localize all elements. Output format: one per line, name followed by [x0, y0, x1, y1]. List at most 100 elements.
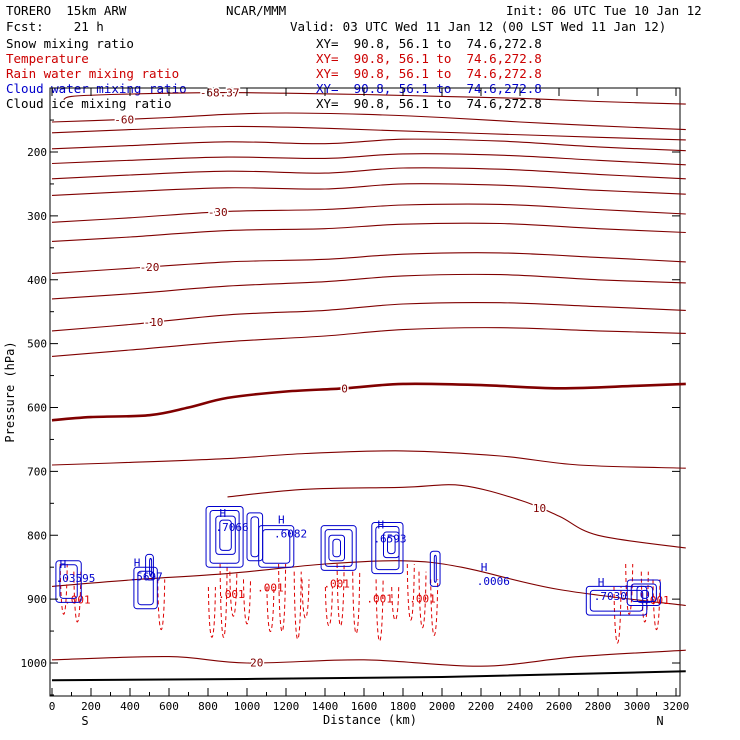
x-tick-label: 2400 [507, 700, 534, 713]
init-time: Init: 06 UTC Tue 10 Jan 12 [506, 3, 702, 18]
cloud-water-contour [371, 521, 404, 575]
rain-contour [430, 579, 439, 636]
rain-contour [352, 571, 361, 634]
cloud-water-contour [332, 538, 341, 558]
rain-contour [418, 571, 427, 628]
rain-contour [324, 586, 333, 626]
legend-snow-xy: XY= 90.8, 56.1 to 74.6,272.8 [316, 36, 542, 51]
x-tick-label: 1600 [351, 700, 378, 713]
cloud-water-max-marker: H [60, 558, 67, 571]
y-tick-label: 200 [27, 146, 47, 159]
rain-contour [652, 579, 661, 631]
temperature-contour [51, 273, 686, 300]
rain-contour [613, 586, 622, 644]
temperature-contour [51, 153, 686, 166]
plot-frame [49, 87, 681, 697]
cloud-water-contour [149, 557, 153, 577]
x-tick-label: 2200 [468, 700, 495, 713]
cloud-water-contour [258, 525, 295, 568]
temperature-contour [63, 92, 686, 105]
valid-time: Valid: 03 UTC Wed 11 Jan 12 (00 LST Wed … [290, 19, 667, 34]
cloud-water-max-label: .7066 [216, 521, 249, 534]
cloud-water-max-label: .5697 [130, 571, 163, 584]
rain-contour [406, 563, 415, 621]
cloud-water-contour [219, 519, 232, 551]
cloud-water-contour [387, 535, 396, 555]
cloud-water-contour [636, 585, 654, 603]
temperature-contour [51, 450, 686, 469]
cloud-water-max-marker: H [220, 507, 227, 520]
rain-contour [229, 571, 238, 617]
temperature-contour [51, 252, 686, 274]
x-tick-label: 0 [49, 700, 56, 713]
legend-cloud-ice-xy: XY= 90.8, 56.1 to 74.6,272.8 [316, 96, 542, 111]
cloud-water-contour [145, 553, 154, 581]
y-tick-label: 300 [27, 210, 47, 223]
x-tick-label: 1200 [273, 700, 300, 713]
rain-label: .001 [366, 592, 393, 605]
legend-cloud-ice: Cloud ice mixing ratio [6, 96, 172, 111]
cloud-water-contour [320, 525, 357, 571]
cloud-water-contour [209, 510, 240, 564]
cloud-water-max-label: .7030 [594, 590, 627, 603]
x-tick-label: 3200 [663, 700, 690, 713]
y-tick-label: 500 [27, 338, 47, 351]
cloud-water-max-marker: H [481, 561, 488, 574]
temperature-contour [227, 484, 686, 549]
rain-contour [375, 579, 384, 642]
temperature-contour-label: 10 [533, 502, 546, 515]
forecast-hour: Fcst: 21 h [6, 19, 104, 34]
cloud-water-contour [324, 529, 353, 567]
temperature-contour-label: 0 [341, 382, 348, 395]
temperature-contour [51, 327, 686, 357]
temperature-contour [51, 138, 686, 152]
rain-contour [336, 563, 345, 627]
y-tick-label: 700 [27, 465, 47, 478]
rain-contour [207, 586, 216, 638]
cloud-water-contour [59, 564, 78, 599]
legend-snow: Snow mixing ratio [6, 36, 134, 51]
cloud-water-max-marker: H [598, 576, 605, 589]
cloud-water-contour [262, 529, 291, 564]
cloud-water-contour [626, 579, 661, 607]
temperature-contour-label: -20 [140, 261, 160, 274]
temperature-contour [51, 203, 686, 223]
legend-rain: Rain water mixing ratio [6, 66, 180, 81]
legend-rain-xy: XY= 90.8, 56.1 to 74.6,272.8 [316, 66, 542, 81]
x-tick-label: 200 [81, 700, 101, 713]
y-tick-label: 900 [27, 593, 47, 606]
temperature-contour-label: -60 [114, 113, 134, 126]
rain-contour [157, 579, 166, 631]
cloud-water-max-marker: H [278, 513, 285, 526]
temperature-contour [51, 382, 686, 422]
cloud-water-contour [246, 512, 264, 562]
cloud-water-max-label: .6082 [274, 527, 307, 540]
rain-contour [278, 563, 287, 633]
ground-line-path [51, 670, 686, 682]
temperature-contours: -68.37 -60 -30 -20 -10 0 10 20 [51, 85, 686, 671]
temperature-contour [51, 112, 686, 131]
x-tick-label: 400 [120, 700, 140, 713]
x-tick-label: 3000 [624, 700, 651, 713]
cloud-water-max-label: .0006 [477, 575, 510, 588]
temperature-contour-label: 20 [250, 657, 263, 670]
cloud-water-contour [630, 583, 657, 603]
x-tick-label: 1400 [312, 700, 339, 713]
cloud-water-contour [585, 585, 648, 616]
rain-label: .001 [409, 592, 436, 605]
temperature-contour [51, 222, 686, 242]
y-tick-label: 800 [27, 529, 47, 542]
temperature-contour [51, 125, 686, 141]
rain-contour [301, 579, 310, 619]
cloud-water-contour [640, 589, 650, 599]
x-tick-label: 2000 [429, 700, 456, 713]
cloud-water-contour [433, 554, 437, 583]
cloud-water-contour [383, 531, 400, 559]
cloud-water-max-marker: H [377, 518, 384, 531]
rain-label: .001 [64, 594, 91, 607]
rain-contour [59, 563, 68, 615]
rain-contour [266, 586, 275, 633]
cloud-water-contour [250, 516, 260, 558]
cloud-water-max-label: .6593 [373, 532, 406, 545]
rain-contour [73, 571, 82, 623]
